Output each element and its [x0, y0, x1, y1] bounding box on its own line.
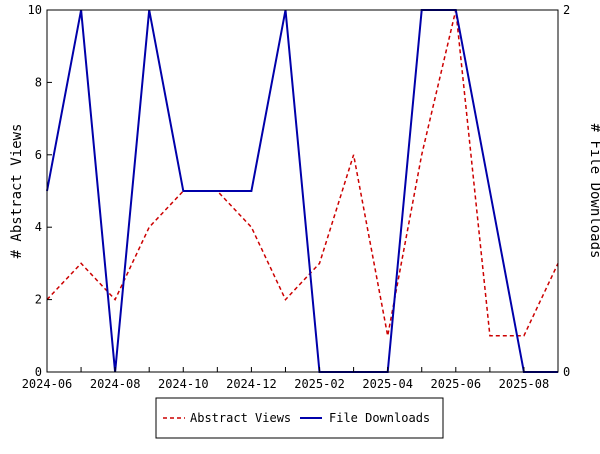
y-left-tick-label: 0 — [35, 365, 42, 379]
x-tick-label: 2024-10 — [158, 377, 209, 391]
x-tick-label: 2024-12 — [226, 377, 277, 391]
series-line-file-downloads — [46, 9, 558, 373]
legend-label-abstract-views: Abstract Views — [190, 411, 291, 425]
legend: Abstract Views File Downloads — [155, 397, 444, 439]
y-right-axis-label: # File Downloads — [587, 124, 600, 259]
y-left-tick-label: 8 — [35, 75, 42, 89]
x-tick-label: 2025-04 — [362, 377, 413, 391]
axes-layer: 2024-06 2024-08 2024-10 2024-12 2025-02 2025-… — [22, 3, 571, 391]
y-left-tick-label: 4 — [35, 220, 42, 234]
y-left-tick-label: 10 — [28, 3, 42, 17]
x-tick-label: 2025-08 — [499, 377, 550, 391]
series-layer — [46, 9, 559, 373]
y-right-tick-label: 2 — [563, 3, 570, 17]
x-tick-label: 2025-02 — [294, 377, 345, 391]
legend-label-file-downloads: File Downloads — [329, 411, 430, 425]
x-tick-label: 2025-06 — [431, 377, 482, 391]
x-tick-label: 2024-08 — [90, 377, 141, 391]
y-left-tick-label: 6 — [35, 148, 42, 162]
y-right-tick-label: 0 — [563, 365, 570, 379]
plot-frame — [46, 9, 559, 373]
y-left-axis-label: # Abstract Views — [9, 124, 25, 259]
legend-box — [155, 397, 444, 439]
y-left-tick-label: 2 — [35, 293, 42, 307]
x-tick-label: 2024-06 — [22, 377, 73, 391]
